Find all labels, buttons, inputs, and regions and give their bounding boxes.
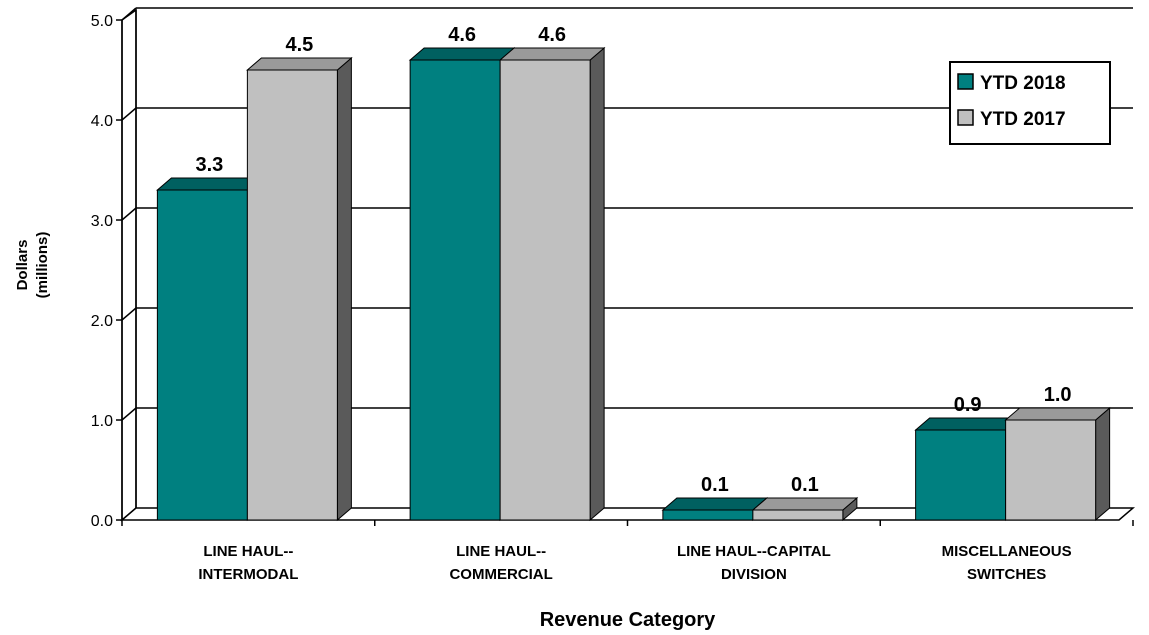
bar-front xyxy=(246,69,338,521)
legend-label: YTD 2017 xyxy=(980,109,1066,130)
gridline-diagonal xyxy=(121,407,137,421)
legend: YTD 2018 YTD 2017 xyxy=(949,61,1111,145)
bar-side xyxy=(336,56,352,522)
bar-front xyxy=(156,189,248,521)
y-tick-label: 0.0 xyxy=(91,513,113,530)
bars xyxy=(156,46,1111,522)
legend-swatch xyxy=(957,109,974,126)
data-label: 4.6 xyxy=(448,24,476,46)
bar-front xyxy=(499,59,591,521)
bar-front xyxy=(915,429,1007,521)
bar-front xyxy=(662,509,754,521)
bar-top xyxy=(1004,407,1111,421)
x-axis-title: Revenue Category xyxy=(540,609,716,631)
y-tick-label: 2.0 xyxy=(91,313,113,330)
bar xyxy=(914,416,1021,522)
bar-side xyxy=(1095,406,1111,522)
y-tick-label: 1.0 xyxy=(91,413,113,430)
bar xyxy=(498,46,606,522)
bar-top xyxy=(914,417,1021,431)
data-label: 0.9 xyxy=(954,394,982,416)
data-label: 3.3 xyxy=(195,154,223,176)
y-tick-label: 4.0 xyxy=(91,113,113,130)
bar-top xyxy=(408,47,516,61)
bar-top xyxy=(661,497,769,511)
y-tick-label: 5.0 xyxy=(91,13,113,30)
x-category-label: MISCELLANEOUS SWITCHES xyxy=(942,543,1072,583)
y-tick-label: 3.0 xyxy=(91,213,113,230)
x-category-label: LINE HAUL--CAPITAL DIVISION xyxy=(677,543,831,583)
legend-box xyxy=(949,61,1111,145)
data-label: 4.6 xyxy=(538,24,566,46)
legend-label: YTD 2018 xyxy=(980,73,1066,94)
axes: 0.0 1.0 2.0 3.0 4.0 5.0 LINE HAUL--INTERMODAL L… xyxy=(14,13,1134,631)
bar-front xyxy=(1005,419,1097,521)
data-label: 0.1 xyxy=(701,474,729,496)
bar-top xyxy=(156,177,263,191)
bar xyxy=(408,46,516,522)
y-axis-title: Dollars (millions) xyxy=(14,232,51,299)
data-label: 4.5 xyxy=(285,34,313,56)
bar-top xyxy=(751,497,859,511)
bar xyxy=(246,56,353,522)
x-category-label: LINE HAUL--COMMERCIAL xyxy=(449,543,552,583)
x-category-label: LINE HAUL--INTERMODAL xyxy=(198,543,298,583)
left-wall xyxy=(121,8,137,522)
bar-top xyxy=(498,47,606,61)
data-label: 0.1 xyxy=(791,474,819,496)
bar xyxy=(1004,406,1111,522)
data-label: 1.0 xyxy=(1044,384,1072,406)
bar-front xyxy=(409,59,501,521)
bar xyxy=(156,176,263,522)
bar-front xyxy=(752,509,844,521)
gridline-diagonal xyxy=(121,107,137,121)
gridline-diagonal xyxy=(121,207,137,221)
data-labels: 3.3 4.5 4.6 4.6 0.1 0.1 0.9 1.0 xyxy=(195,24,1071,496)
gridline-diagonal xyxy=(121,7,137,21)
bar xyxy=(661,496,769,522)
bar-side xyxy=(589,46,605,522)
gridline-diagonal xyxy=(121,307,137,321)
bar-top xyxy=(246,57,353,71)
bar xyxy=(751,496,859,522)
legend-swatch xyxy=(957,73,974,90)
